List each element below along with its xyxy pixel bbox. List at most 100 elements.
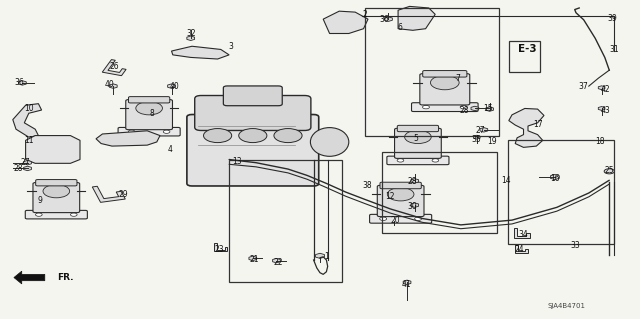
Text: 10: 10 (24, 104, 35, 113)
Polygon shape (323, 11, 368, 33)
Text: 33: 33 (570, 241, 580, 250)
Circle shape (204, 129, 232, 143)
Text: 40: 40 (169, 82, 179, 91)
Polygon shape (316, 253, 324, 258)
Polygon shape (403, 280, 411, 285)
Polygon shape (385, 17, 392, 21)
Polygon shape (19, 81, 26, 85)
Text: 36: 36 (14, 78, 24, 87)
Text: 29: 29 (118, 190, 129, 199)
Polygon shape (480, 128, 488, 132)
Polygon shape (24, 160, 31, 165)
Circle shape (415, 217, 422, 220)
Circle shape (432, 159, 438, 162)
Bar (365, 8, 499, 136)
Polygon shape (24, 166, 31, 171)
FancyBboxPatch shape (370, 214, 432, 223)
Text: 37: 37 (579, 82, 589, 91)
FancyBboxPatch shape (129, 97, 170, 103)
Text: 27: 27 (20, 158, 31, 167)
Polygon shape (509, 108, 544, 147)
Text: 31: 31 (609, 45, 620, 54)
Text: 18: 18 (595, 137, 604, 146)
Text: 15: 15 (483, 104, 493, 113)
Circle shape (422, 105, 429, 109)
FancyBboxPatch shape (33, 182, 80, 212)
Polygon shape (214, 243, 227, 251)
Polygon shape (398, 6, 435, 30)
Polygon shape (13, 104, 42, 137)
Text: 25: 25 (604, 166, 614, 175)
Text: E-3: E-3 (518, 44, 537, 55)
Text: 42: 42 (600, 85, 611, 94)
Circle shape (397, 159, 404, 162)
Polygon shape (273, 258, 280, 263)
FancyBboxPatch shape (380, 182, 421, 189)
Polygon shape (515, 245, 528, 253)
Text: 17: 17 (532, 120, 543, 129)
FancyBboxPatch shape (125, 100, 173, 130)
FancyBboxPatch shape (420, 74, 470, 105)
Text: SJA4B4701: SJA4B4701 (547, 303, 586, 309)
Circle shape (387, 188, 414, 201)
Circle shape (460, 105, 467, 109)
Text: 35: 35 (471, 135, 481, 144)
Polygon shape (486, 107, 493, 111)
Text: 36: 36 (380, 15, 390, 24)
FancyBboxPatch shape (387, 156, 449, 165)
Circle shape (163, 130, 170, 133)
Polygon shape (249, 256, 257, 261)
Text: 20: 20 (390, 216, 400, 225)
Text: 34: 34 (518, 230, 528, 239)
Text: 39: 39 (607, 14, 618, 23)
Circle shape (380, 217, 387, 220)
FancyBboxPatch shape (195, 95, 311, 130)
Bar (509, 41, 540, 72)
FancyBboxPatch shape (223, 86, 282, 106)
Polygon shape (96, 131, 160, 146)
Polygon shape (14, 271, 45, 284)
Text: 16: 16 (550, 174, 560, 183)
Text: 24: 24 (515, 245, 525, 254)
FancyBboxPatch shape (397, 125, 438, 132)
Circle shape (239, 129, 267, 143)
Polygon shape (411, 203, 419, 207)
FancyBboxPatch shape (378, 185, 424, 217)
Circle shape (431, 76, 459, 90)
Polygon shape (92, 186, 125, 202)
Circle shape (604, 169, 614, 174)
Text: 2: 2 (362, 10, 367, 19)
Polygon shape (26, 136, 80, 163)
Polygon shape (102, 60, 126, 76)
Circle shape (404, 130, 431, 144)
Polygon shape (598, 86, 605, 90)
Text: 28: 28 (408, 177, 417, 186)
Text: 7: 7 (455, 74, 460, 83)
Text: 26: 26 (109, 63, 119, 71)
Polygon shape (514, 228, 529, 238)
Text: 8: 8 (149, 109, 154, 118)
Polygon shape (168, 84, 175, 88)
Polygon shape (471, 106, 479, 111)
Circle shape (274, 129, 302, 143)
Text: 43: 43 (600, 106, 611, 115)
Text: 1: 1 (324, 252, 329, 261)
FancyBboxPatch shape (25, 211, 88, 219)
Ellipse shape (310, 128, 349, 156)
Text: 14: 14 (500, 176, 511, 185)
Text: 6: 6 (397, 23, 403, 32)
Bar (382, 152, 497, 233)
FancyBboxPatch shape (118, 127, 180, 136)
Circle shape (36, 213, 42, 216)
Bar (229, 160, 342, 282)
Text: 22: 22 (274, 258, 283, 267)
Circle shape (129, 130, 135, 133)
Text: 30: 30 (407, 202, 417, 211)
Text: 38: 38 (362, 181, 372, 190)
Bar (508, 140, 614, 244)
Polygon shape (598, 107, 605, 110)
Polygon shape (411, 179, 419, 183)
Circle shape (43, 184, 70, 198)
Text: 32: 32 (186, 29, 196, 38)
Text: 28: 28 (13, 164, 22, 173)
